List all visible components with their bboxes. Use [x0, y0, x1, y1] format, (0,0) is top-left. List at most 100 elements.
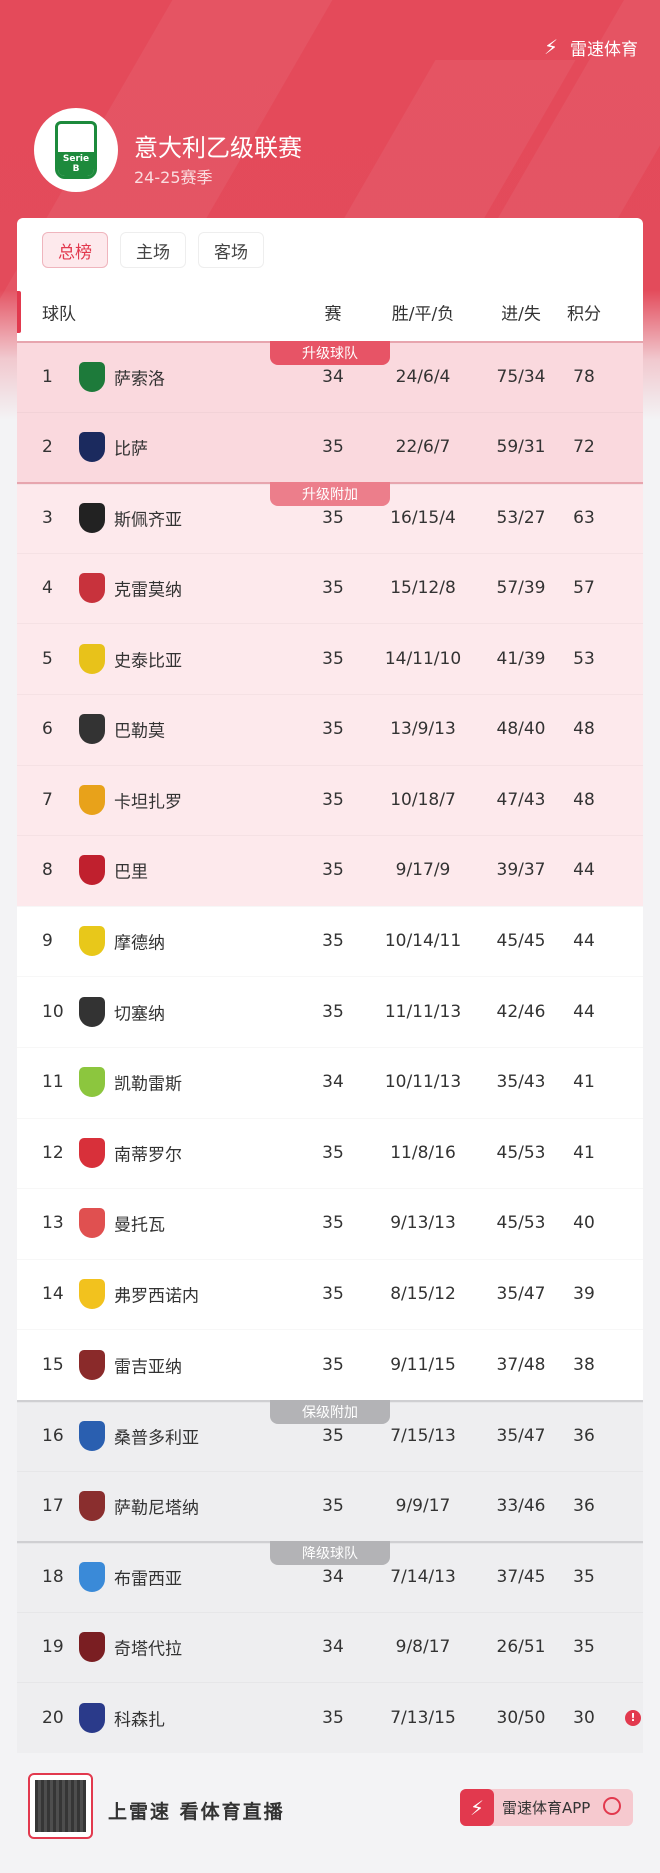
table-row[interactable]: 9 摩德纳 35 10/14/11 45/45 44: [17, 905, 643, 977]
tab-away[interactable]: 客场: [198, 232, 264, 268]
rank: 7: [42, 789, 53, 810]
goals: 41/39: [496, 648, 546, 669]
table-row[interactable]: 6 巴勒莫 35 13/9/13 48/40 48: [17, 694, 643, 765]
table-row[interactable]: 升级球队 1 萨索洛 34 24/6/4 75/34 78: [17, 341, 643, 412]
rank: 11: [42, 1072, 64, 1093]
team-name: 科森扎: [114, 1710, 165, 1731]
team-name: 巴里: [114, 862, 148, 883]
team-logo-icon: [79, 362, 105, 393]
played: 35: [322, 789, 344, 810]
rank: 5: [42, 648, 53, 669]
points: 57: [573, 578, 595, 599]
search-icon: [603, 1797, 621, 1815]
table-row[interactable]: 20 科森扎 35 7/13/15 30/50 30!: [17, 1682, 643, 1753]
table-row[interactable]: 7 卡坦扎罗 35 10/18/7 47/43 48: [17, 764, 643, 836]
table-row[interactable]: 17 萨勒尼塔纳 35 9/9/17 33/46 36: [17, 1470, 643, 1542]
points: 38: [573, 1354, 595, 1375]
rank: 20: [42, 1707, 64, 1728]
wdl: 9/8/17: [395, 1637, 451, 1658]
played: 35: [322, 1284, 344, 1305]
played: 35: [322, 1142, 344, 1163]
wdl: 10/18/7: [390, 789, 456, 810]
table-row[interactable]: 4 克雷莫纳 35 15/12/8 57/39 57: [17, 552, 643, 624]
table-row[interactable]: 2 比萨 35 22/6/7 59/31 72: [17, 411, 643, 483]
goals: 33/46: [496, 1495, 546, 1516]
team-name: 布雷西亚: [114, 1569, 182, 1590]
goals: 57/39: [496, 578, 546, 599]
rank: 15: [42, 1354, 64, 1375]
wdl: 16/15/4: [390, 508, 456, 529]
table-row[interactable]: 保级附加 16 桑普多利亚 35 7/15/13 35/47 36: [17, 1400, 643, 1471]
points: 48: [573, 789, 595, 810]
team-name: 桑普多利亚: [114, 1428, 199, 1449]
table-row[interactable]: 5 史泰比亚 35 14/11/10 41/39 53: [17, 623, 643, 694]
goals: 35/47: [496, 1426, 546, 1447]
tab-home[interactable]: 主场: [120, 232, 186, 268]
points: 78: [573, 367, 595, 388]
footer: 上雷速 看体育直播 ⚡ 雷速体育APP: [0, 1753, 660, 1873]
wdl: 24/6/4: [395, 367, 451, 388]
goals: 47/43: [496, 789, 546, 810]
table-row[interactable]: 19 奇塔代拉 34 9/8/17 26/51 35: [17, 1611, 643, 1683]
rank: 19: [42, 1637, 64, 1658]
team-name: 克雷莫纳: [114, 580, 182, 601]
team-logo-icon: [79, 1208, 105, 1239]
played: 34: [322, 367, 344, 388]
team-logo-icon: [79, 1067, 105, 1098]
points: 40: [573, 1213, 595, 1234]
zone-badge: 升级球队: [270, 341, 390, 365]
points: 41: [573, 1072, 595, 1093]
table-row[interactable]: 10 切塞纳 35 11/11/13 42/46 44: [17, 976, 643, 1047]
played: 35: [322, 1426, 344, 1447]
points: 35: [573, 1567, 595, 1588]
team-logo-icon: [79, 1349, 105, 1380]
goals: 37/48: [496, 1354, 546, 1375]
col-wdl: 胜/平/负: [391, 304, 455, 324]
tab-overall[interactable]: 总榜: [42, 232, 108, 268]
zone-badge: 升级附加: [270, 482, 390, 507]
team-logo-icon: [79, 1632, 105, 1663]
table-row[interactable]: 升级附加 3 斯佩齐亚 35 16/15/4 53/27 63: [17, 482, 643, 553]
info-icon[interactable]: !: [625, 1709, 641, 1726]
tab-bar: 总榜 主场 客场: [42, 232, 264, 268]
league-logo: Serie B: [34, 108, 118, 192]
goals: 53/27: [496, 508, 546, 529]
lightning-icon: ⚡: [543, 35, 559, 59]
lightning-icon: ⚡: [460, 1789, 494, 1826]
table-row[interactable]: 11 凯勒雷斯 34 10/11/13 35/43 41: [17, 1047, 643, 1118]
rank: 13: [42, 1213, 64, 1234]
goals: 26/51: [496, 1637, 546, 1658]
goals: 45/45: [496, 931, 546, 952]
team-logo-icon: [79, 573, 105, 604]
team-name: 弗罗西诺内: [114, 1286, 199, 1307]
team-name: 雷吉亚纳: [114, 1357, 182, 1378]
goals: 39/37: [496, 860, 546, 881]
played: 35: [322, 578, 344, 599]
points: 72: [573, 436, 595, 457]
table-row[interactable]: 8 巴里 35 9/17/9 39/37 44: [17, 835, 643, 906]
played: 35: [322, 1707, 344, 1728]
points: 41: [573, 1142, 595, 1163]
rank: 1: [42, 367, 53, 388]
played: 34: [322, 1637, 344, 1658]
rank: 16: [42, 1426, 64, 1447]
slogan: 上雷速 看体育直播: [108, 1801, 285, 1823]
table-row[interactable]: 15 雷吉亚纳 35 9/11/15 37/48 38: [17, 1329, 643, 1400]
table-row[interactable]: 降级球队 18 布雷西亚 34 7/14/13 37/45 35: [17, 1541, 643, 1612]
table-row[interactable]: 14 弗罗西诺内 35 8/15/12 35/47 39: [17, 1258, 643, 1330]
points: 44: [573, 860, 595, 881]
points: 35: [573, 1637, 595, 1658]
app-download-button[interactable]: ⚡ 雷速体育APP: [460, 1789, 633, 1826]
wdl: 11/11/13: [384, 1001, 462, 1022]
table-row[interactable]: 12 南蒂罗尔 35 11/8/16 45/53 41: [17, 1117, 643, 1189]
team-logo-icon: [79, 1279, 105, 1310]
col-goals: 进/失: [501, 304, 541, 324]
app-button-label: 雷速体育APP: [502, 1799, 591, 1817]
brand-name: 雷速体育: [570, 39, 638, 60]
played: 35: [322, 436, 344, 457]
table-row[interactable]: 13 曼托瓦 35 9/13/13 45/53 40: [17, 1188, 643, 1259]
wdl: 15/12/8: [390, 578, 456, 599]
league-title: 意大利乙级联赛: [134, 134, 302, 162]
played: 35: [322, 508, 344, 529]
goals: 42/46: [496, 1001, 546, 1022]
